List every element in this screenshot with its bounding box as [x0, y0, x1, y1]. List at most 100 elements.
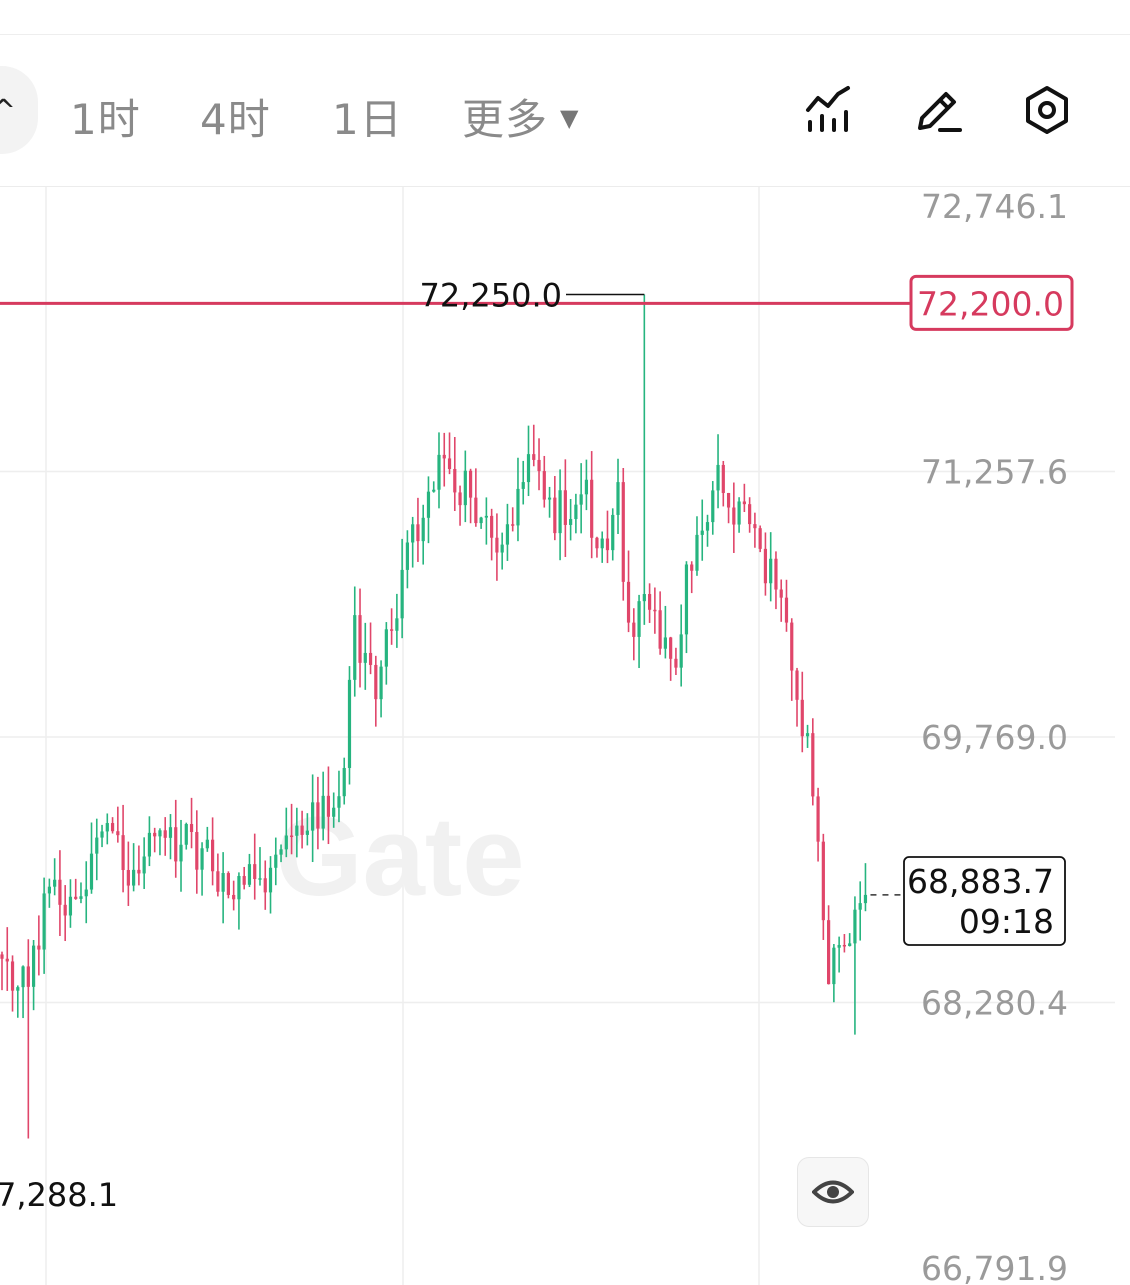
candle-body — [584, 479, 589, 495]
chart-toolbar: ^ 1时 4时 1日 更多 ▼ — [0, 56, 1130, 166]
candle-body — [453, 468, 457, 493]
candle-body — [147, 832, 152, 857]
candle-body — [758, 528, 762, 549]
candle-body — [110, 823, 115, 832]
candle-body — [726, 493, 731, 508]
y-axis-tick-label: 69,769.0 — [921, 718, 1068, 757]
candle-body — [216, 871, 220, 892]
candle-body — [326, 795, 331, 817]
candle-body — [411, 524, 415, 543]
candle-body — [479, 517, 483, 524]
candle-body — [168, 827, 173, 838]
candle-body — [537, 459, 541, 472]
candle-body — [658, 610, 662, 649]
candle-body — [342, 767, 346, 797]
candle-countdown-label: 09:18 — [959, 902, 1054, 941]
candle-body — [347, 679, 352, 768]
candle-body — [558, 490, 562, 534]
candle-body — [405, 542, 410, 570]
candle-body — [47, 886, 51, 894]
candle-body — [158, 830, 162, 837]
candle-body — [58, 879, 62, 905]
candle-body — [295, 825, 299, 836]
candle-body — [505, 524, 510, 545]
y-axis-tick-label: 68,280.4 — [921, 984, 1068, 1023]
candle-body — [690, 564, 694, 571]
timeframe-1d[interactable]: 1日 — [332, 95, 403, 144]
candle-body — [774, 558, 778, 590]
candle-body — [763, 548, 768, 584]
candle-body — [848, 943, 852, 946]
hexagon-settings-icon[interactable] — [1021, 84, 1073, 136]
collapse-button[interactable]: ^ — [0, 66, 38, 154]
candle-body — [553, 497, 557, 534]
candle-body — [247, 864, 252, 885]
candle-body — [563, 490, 567, 525]
timeframe-4h[interactable]: 4时 — [200, 95, 271, 144]
candle-body — [416, 524, 420, 542]
candle-body — [463, 470, 467, 506]
top-divider — [0, 34, 1130, 35]
candle-body — [721, 464, 725, 494]
candle-body — [437, 454, 441, 490]
candle-body — [426, 491, 431, 518]
candle-body — [31, 945, 36, 987]
candle-body — [26, 966, 30, 987]
candle-body — [42, 893, 46, 950]
candle-body — [0, 954, 4, 959]
candle-body — [705, 522, 710, 531]
candle-body — [653, 609, 657, 612]
candle-body — [53, 879, 57, 887]
candle-body — [695, 534, 699, 571]
candle-body — [353, 615, 357, 680]
candle-body — [679, 634, 683, 668]
candlestick-chart[interactable]: 72,746.1 71,257.6 69,769.0 68,280.4 66,791.9… — [0, 187, 1130, 1285]
timeframe-1h[interactable]: 1时 — [70, 95, 141, 144]
candle-body — [442, 454, 446, 459]
candle-body — [663, 637, 667, 649]
high-price-label: 72,250.0 — [420, 276, 563, 314]
candle-body — [742, 501, 746, 505]
timeframe-more-dropdown[interactable]: 更多 ▼ — [462, 86, 579, 147]
visibility-toggle-button[interactable] — [797, 1157, 869, 1227]
candle-body — [221, 873, 225, 892]
candle-body — [395, 618, 399, 631]
candle-body — [684, 564, 689, 635]
candle-body — [800, 699, 804, 737]
candle-body — [769, 558, 773, 584]
candle-body — [832, 947, 836, 985]
candle-body — [753, 524, 757, 529]
candle-body — [305, 830, 309, 835]
pencil-draw-icon[interactable] — [912, 84, 964, 136]
candle-body — [748, 504, 752, 525]
candle-body — [400, 569, 404, 619]
candle-body — [468, 470, 473, 498]
candle-body — [784, 597, 789, 623]
alert-price-label-box — [909, 274, 1074, 331]
candle-body — [669, 637, 673, 659]
indicator-chart-icon[interactable] — [804, 84, 856, 136]
candle-body — [674, 658, 678, 668]
candle-body — [737, 501, 741, 525]
candle-body — [632, 622, 636, 637]
candle-body — [137, 869, 141, 874]
y-axis-tick-label: 71,257.6 — [921, 453, 1068, 492]
candle-body — [363, 652, 367, 663]
candle-body — [205, 839, 209, 849]
candle-body — [526, 454, 531, 483]
candle-body — [827, 920, 831, 985]
candle-body — [816, 796, 820, 842]
candle-body — [779, 589, 783, 598]
toolbar-divider — [0, 186, 1130, 187]
candle-body — [432, 489, 436, 492]
candle-body — [263, 878, 267, 893]
candle-body — [211, 839, 215, 872]
y-axis-tick-label: 72,746.1 — [921, 187, 1068, 226]
candle-body — [116, 831, 120, 836]
candle-body — [237, 876, 241, 900]
candle-body — [574, 504, 578, 520]
candle-body — [95, 837, 99, 854]
candle-body — [821, 841, 825, 921]
candle-body — [200, 848, 204, 870]
candle-body — [274, 854, 278, 868]
